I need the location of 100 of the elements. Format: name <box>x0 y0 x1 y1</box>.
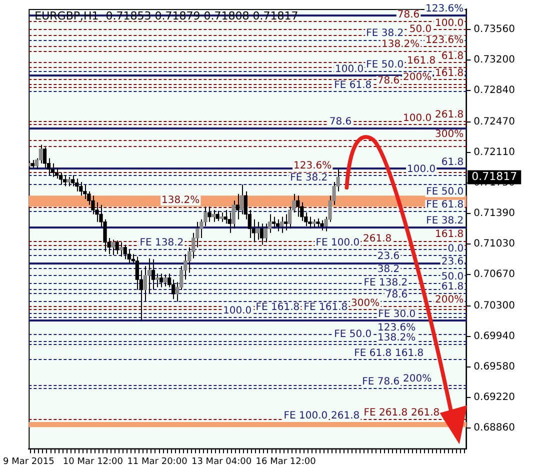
y-tick-label: 0.69580 <box>474 362 516 373</box>
candlestick <box>135 256 139 290</box>
y-tick-label: 0.73560 <box>474 24 516 35</box>
annotation: 23.6 <box>441 256 464 268</box>
y-tick-label: 0.71390 <box>474 208 516 220</box>
y-tick-label: 0.68860 <box>474 422 516 434</box>
candlestick <box>111 239 115 256</box>
x-tick-label: 13 Mar 04:00 <box>191 456 252 467</box>
candlestick <box>236 193 240 220</box>
annotation: 23.6 <box>377 251 400 262</box>
y-tick-label: 0.72470 <box>474 116 516 128</box>
y-tick-label: 0.73200 <box>474 54 516 66</box>
candlestick <box>91 195 95 215</box>
annotation: 61.8 <box>441 51 464 62</box>
annotation: 61.8 <box>441 157 464 168</box>
candlestick <box>212 210 216 222</box>
x-tick-label: 9 Mar 2015 <box>2 456 54 467</box>
x-tick-label: 10 Mar 12:00 <box>62 456 124 467</box>
annotation: 161.8 <box>435 229 464 240</box>
annotation: 38.2 <box>377 264 400 275</box>
candlestick <box>79 182 83 196</box>
annotation: FE 30.0 <box>378 308 416 320</box>
candlestick <box>155 273 160 288</box>
annotation: FE 38.2 <box>366 28 404 40</box>
annotation: 261.8 <box>331 410 360 422</box>
candlestick <box>115 240 119 255</box>
annotation: FE 161.8 <box>304 302 348 314</box>
candlestick <box>320 220 324 231</box>
annotation: 123.6% <box>426 34 464 46</box>
annotation: 161.8 <box>435 68 464 79</box>
annotation: FE 61.8 <box>354 348 392 359</box>
annotation: 123.6% <box>378 322 416 334</box>
candlestick <box>308 216 312 230</box>
candlestick <box>50 162 55 178</box>
annotation: FE 38.2 <box>426 216 464 227</box>
y-tick-label: 0.71030 <box>474 238 516 250</box>
annotation: 161.8 <box>395 348 424 359</box>
annotation: 0.0 <box>448 244 464 255</box>
annotation: FE 100.0 <box>284 410 328 422</box>
candlestick <box>163 274 168 287</box>
annotation: 123.6% <box>426 4 464 15</box>
annotation: FE 61.8 <box>334 80 372 91</box>
annotation: 261.8 <box>435 110 464 121</box>
candlestick <box>83 184 87 200</box>
annotation: 78.6 <box>329 116 352 128</box>
y-tick-label: 0.72110 <box>474 146 516 158</box>
annotation: 100.0 <box>435 18 464 29</box>
annotation: FE 38.2 <box>290 172 328 184</box>
annotation: 300% <box>435 129 464 140</box>
annotation: 78.6 <box>397 9 420 20</box>
candlestick <box>272 216 276 230</box>
annotation: FE 261.8 <box>364 407 408 418</box>
annotation: 138.2% <box>382 39 420 50</box>
annotation: FE 138.2 <box>364 277 408 288</box>
y-tick-label: 0.70300 <box>474 300 516 312</box>
annotation: 78.6 <box>385 289 408 300</box>
annotation: FE 50.0 <box>334 329 372 340</box>
candlestick <box>280 216 284 234</box>
candlestick <box>159 273 164 288</box>
annotation: 200% <box>435 294 464 306</box>
annotation: FE 50.0 <box>426 186 464 198</box>
annotation: 100.0 <box>407 164 436 175</box>
annotation: 200% <box>403 373 432 384</box>
candlestick <box>123 244 127 260</box>
candlestick <box>216 210 220 222</box>
annotation: FE 138.2 <box>140 238 184 249</box>
candlestick <box>260 223 264 246</box>
annotation: 138.2% <box>378 332 416 344</box>
candlestick <box>284 214 288 231</box>
annotation: 78.6 <box>377 76 400 87</box>
y-tick-label: 0.69220 <box>474 392 516 404</box>
text: 0.71817 <box>472 170 518 184</box>
candlestick <box>264 223 268 243</box>
annotation: 100.0 <box>223 305 252 316</box>
candlestick <box>296 195 300 218</box>
candlestick <box>151 258 156 290</box>
annotation: FE 78.6 <box>362 376 400 388</box>
candlestick <box>224 210 228 224</box>
x-tick-label: 11 Mar 20:00 <box>127 456 188 467</box>
candlestick <box>75 178 79 192</box>
annotation: 50.0 <box>441 272 464 283</box>
annotation: FE 50.0 <box>366 60 404 71</box>
annotation: 138.2% <box>162 195 200 206</box>
y-tick-label: 0.69940 <box>474 330 516 342</box>
annotation: 200% <box>403 72 432 84</box>
candlestick <box>220 212 224 222</box>
annotation: 61.8 <box>441 282 464 293</box>
annotation: FE 100.0 <box>316 238 360 249</box>
annotation: 123.6% <box>294 160 332 172</box>
candlestick <box>42 146 47 168</box>
annotation: 100.0 <box>403 112 432 124</box>
annotation: 161.8 <box>407 55 436 66</box>
annotation: 261.8 <box>363 233 392 244</box>
annotation: 100.0 <box>335 64 364 75</box>
candlestick <box>71 174 75 187</box>
annotation: FE 161.8 <box>256 302 300 314</box>
candlestick <box>228 212 232 234</box>
x-tick-label: 16 Mar 12:00 <box>256 456 316 467</box>
candlestick <box>67 176 71 187</box>
y-tick-label: 0.70670 <box>474 269 516 280</box>
